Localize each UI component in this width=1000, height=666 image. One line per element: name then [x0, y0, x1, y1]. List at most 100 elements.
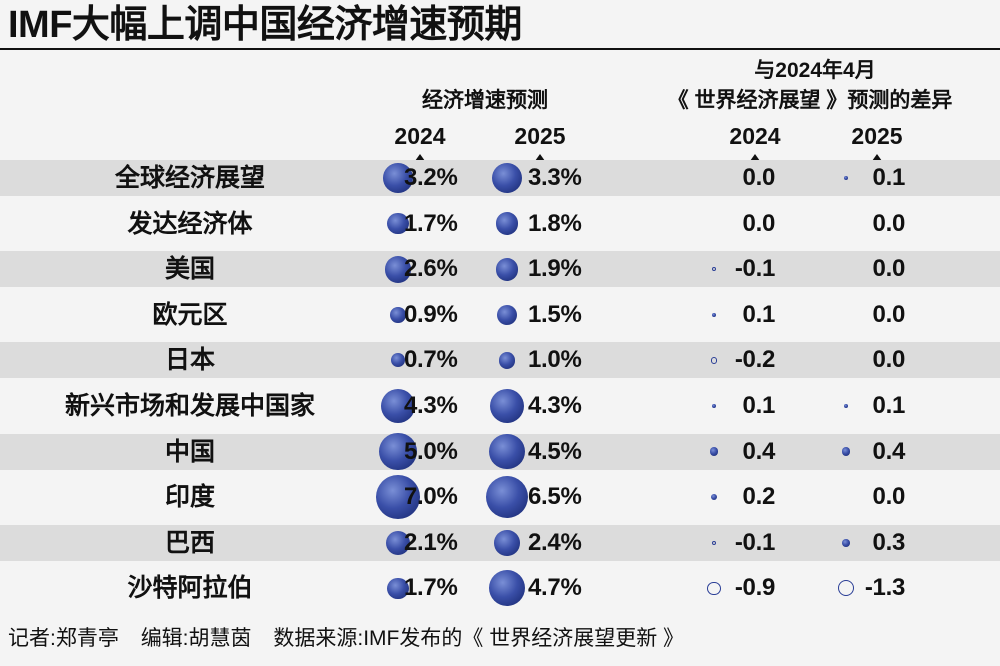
diff-2024-value: 0.1 — [742, 392, 776, 419]
growth-2025-dot — [498, 352, 516, 369]
footer-editor: 编辑:胡慧茵 — [140, 627, 252, 650]
diff-2025-value: 0.0 — [872, 255, 906, 283]
growth-2024-value: 2.1% — [404, 528, 458, 556]
growth-2025-dot — [495, 212, 519, 235]
growth-2024-dot — [391, 353, 405, 368]
growth-2024-dot — [387, 577, 409, 600]
table-row: 印度 7.0% 6.5% 0.2 0.0 — [0, 475, 1000, 520]
footer: 记者:郑青亭 编辑:胡慧茵 数据来源:IMF发布的《 世界经济展望更新 》 — [8, 624, 700, 654]
growth-2024-dot — [379, 433, 417, 471]
growth-2025-dot — [489, 434, 525, 470]
table-row: 全球经济展望 3.2% 3.3% 0.0 0.1 — [0, 160, 1000, 196]
growth-2025-value: 4.3% — [528, 392, 582, 419]
diff-group-header-line2: 《 世界经济展望 》预测的差异 — [667, 89, 953, 112]
diff-2025-value: 0.0 — [872, 346, 906, 374]
growth-2025-dot — [495, 257, 519, 281]
growth-2024-value: 1.7% — [404, 209, 458, 237]
footer-reporter: 记者:郑青亭 — [8, 627, 119, 650]
diff-2024-value: 0.0 — [742, 164, 776, 191]
table-row: 新兴市场和发展中国家 4.3% 4.3% 0.1 0.1 — [0, 388, 1000, 424]
diff-2024-marker — [711, 403, 717, 409]
row-label: 日本 — [164, 346, 215, 375]
diff-2024-marker — [711, 312, 717, 317]
growth-2024-value: 5.0% — [404, 437, 458, 465]
growth-2025-dot — [496, 304, 518, 325]
caret-forecast-2024-icon — [415, 154, 425, 161]
caret-diff-2024-icon — [750, 154, 760, 161]
title-divider — [0, 48, 1000, 50]
diff-2025-value: 0.4 — [872, 437, 906, 465]
growth-2024-dot — [390, 306, 406, 323]
diff-2024-marker — [711, 540, 717, 545]
growth-2024-dot — [383, 163, 413, 193]
growth-2024-dot — [387, 212, 409, 235]
diff-2024-value: -0.1 — [734, 255, 775, 283]
growth-2025-value: 1.9% — [528, 255, 582, 283]
diff-2024-value: 0.4 — [742, 437, 776, 465]
diff-2025-value: 0.0 — [872, 209, 906, 237]
growth-2025-dot — [485, 476, 529, 519]
growth-2024-value: 3.2% — [404, 164, 458, 191]
growth-2024-value: 0.7% — [404, 346, 458, 374]
row-label: 巴西 — [164, 528, 215, 557]
table-row: 巴西 2.1% 2.4% -0.1 0.3 — [0, 524, 1000, 561]
row-label: 沙特阿拉伯 — [127, 574, 253, 603]
growth-2024-value: 4.3% — [404, 392, 458, 419]
growth-2024-value: 7.0% — [404, 483, 458, 511]
row-label: 欧元区 — [152, 300, 228, 329]
diff-2024-marker — [711, 266, 717, 272]
growth-2025-dot — [491, 162, 523, 194]
diff-2025-marker — [843, 403, 849, 409]
diff-2025-value: 0.1 — [872, 392, 906, 419]
caret-forecast-2025-icon — [535, 154, 545, 161]
forecast-group-header: 经济增速预测 — [422, 89, 548, 112]
chart-title: IMF大幅上调中国经济增速预期 — [8, 4, 522, 46]
row-label: 美国 — [164, 255, 215, 284]
growth-2025-value: 6.5% — [528, 483, 582, 511]
table-row: 发达经济体 1.7% 1.8% 0.0 0.0 — [0, 206, 1000, 242]
growth-2025-value: 4.7% — [528, 574, 582, 602]
growth-2024-dot — [376, 475, 420, 520]
diff-group-header-line1: 与2024年4月 — [754, 59, 876, 82]
diff-2024-marker — [710, 494, 718, 501]
table-row: 沙特阿拉伯 1.7% 4.7% -0.9 -1.3 — [0, 570, 1000, 607]
table-row: 中国 5.0% 4.5% 0.4 0.4 — [0, 433, 1000, 471]
forecast-2024-header: 2024 — [394, 123, 446, 149]
growth-2025-value: 1.0% — [528, 346, 582, 374]
diff-2025-value: 0.3 — [872, 528, 906, 556]
growth-2024-value: 2.6% — [404, 255, 458, 283]
diff-2024-marker — [709, 447, 719, 457]
growth-2025-value: 4.5% — [528, 437, 582, 465]
diff-2025-value: 0.1 — [872, 164, 906, 191]
diff-2025-header: 2025 — [851, 123, 903, 149]
diff-2025-marker — [842, 538, 850, 547]
diff-2025-value: -1.3 — [864, 574, 905, 602]
diff-2025-value: 0.0 — [872, 300, 906, 328]
row-label: 新兴市场和发展中国家 — [64, 392, 315, 420]
diff-2024-value: -0.9 — [734, 574, 775, 602]
forecast-2025-header: 2025 — [514, 123, 566, 149]
growth-2024-dot — [384, 255, 412, 283]
growth-2024-value: 0.9% — [404, 300, 458, 328]
row-label: 中国 — [164, 437, 215, 466]
caret-diff-2025-icon — [872, 154, 882, 161]
growth-2024-value: 1.7% — [404, 574, 458, 602]
diff-2024-value: -0.2 — [734, 346, 775, 374]
growth-2025-dot — [489, 388, 525, 424]
diff-2024-marker — [710, 357, 718, 364]
growth-2025-value: 1.5% — [528, 300, 582, 328]
diff-2024-header: 2024 — [729, 123, 781, 149]
growth-2025-value: 1.8% — [528, 209, 582, 237]
diff-2025-value: 0.0 — [872, 483, 906, 511]
diff-2025-marker — [843, 175, 849, 181]
growth-2025-dot — [494, 529, 520, 556]
growth-2025-value: 2.4% — [528, 528, 582, 556]
diff-2024-value: -0.1 — [734, 528, 775, 556]
growth-2024-dot — [386, 530, 410, 555]
table-row: 美国 2.6% 1.9% -0.1 0.0 — [0, 251, 1000, 288]
diff-2024-value: 0.2 — [742, 483, 776, 511]
growth-2025-dot — [489, 570, 525, 607]
table-row: 日本 0.7% 1.0% -0.2 0.0 — [0, 342, 1000, 379]
footer-source: 数据来源:IMF发布的《 世界经济展望更新 》 — [273, 627, 685, 650]
diff-2024-marker — [707, 581, 721, 596]
